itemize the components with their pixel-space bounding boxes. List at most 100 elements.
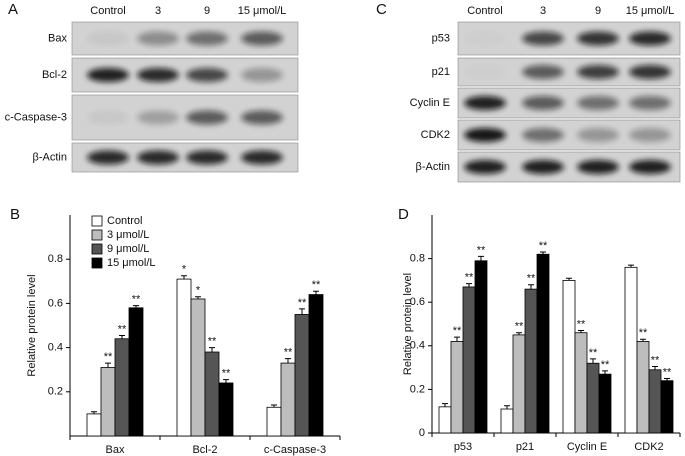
- error-bar: [119, 334, 125, 339]
- lane-label: 9: [204, 5, 210, 17]
- significance: **: [589, 347, 598, 359]
- band: [137, 110, 179, 125]
- bar: [598, 373, 612, 434]
- y-tick-label: 0.2: [48, 386, 63, 398]
- significance: **: [132, 294, 141, 306]
- bar: [280, 362, 296, 437]
- bar: [450, 341, 464, 434]
- band: [186, 31, 228, 46]
- band: [522, 128, 564, 142]
- significance: **: [298, 297, 307, 309]
- y-axis-label: Relative protein level: [402, 273, 414, 375]
- y-axis-label: Relative protein level: [26, 274, 38, 376]
- error-bar: [590, 358, 596, 364]
- lane-label: 3: [155, 5, 161, 17]
- bar: [636, 341, 650, 434]
- bar: [512, 334, 526, 434]
- error-bar: [442, 403, 448, 407]
- band: [87, 110, 129, 125]
- y-tick-label: 0.4: [410, 340, 425, 352]
- legend-label: 3 μmol/L: [107, 229, 149, 241]
- lane-label: Control: [90, 5, 125, 17]
- x-tick-label: p53: [454, 441, 472, 453]
- legend-swatch: [91, 243, 103, 255]
- bar: [438, 406, 452, 434]
- bar: [114, 338, 130, 437]
- error-bar: [478, 255, 484, 261]
- bar: [660, 380, 674, 434]
- significance: **: [104, 351, 113, 363]
- band: [629, 160, 671, 174]
- error-bar: [133, 305, 139, 308]
- band: [186, 150, 228, 165]
- significance: **: [601, 359, 610, 371]
- band: [577, 160, 619, 174]
- band: [137, 150, 179, 165]
- bar: [462, 286, 476, 434]
- error-bar: [640, 338, 646, 342]
- row-label: p53: [432, 32, 450, 44]
- significance: **: [453, 325, 462, 337]
- error-bar: [628, 264, 634, 268]
- bar: [190, 298, 206, 437]
- error-bar: [299, 308, 305, 315]
- x-tick-label: Bax: [106, 444, 125, 456]
- band: [577, 31, 619, 46]
- significance: **: [527, 273, 536, 285]
- bar: [204, 351, 220, 437]
- band: [464, 160, 506, 174]
- legend-label: Control: [107, 215, 142, 227]
- significance: **: [284, 347, 293, 359]
- significance: **: [577, 318, 586, 330]
- significance: **: [208, 336, 217, 348]
- error-bar: [271, 404, 277, 408]
- error-bar: [195, 296, 201, 299]
- lane-label: 3: [540, 5, 546, 17]
- bar: [500, 408, 514, 434]
- row-label: p21: [432, 66, 450, 78]
- band: [464, 32, 506, 46]
- legend-swatch: [91, 229, 103, 241]
- legend-swatch: [91, 215, 103, 227]
- error-bar: [602, 370, 608, 375]
- panel-label: C: [376, 1, 387, 18]
- bar: [218, 382, 234, 437]
- row-label: Bax: [48, 32, 67, 44]
- bar: [648, 369, 662, 434]
- error-bar: [313, 290, 319, 295]
- lane-label: 15 μmol/L: [238, 5, 287, 17]
- row-label: Bcl-2: [42, 69, 67, 81]
- y-tick-label: 0.6: [410, 296, 425, 308]
- x-tick-label: Bcl-2: [192, 444, 217, 456]
- bar: [86, 413, 102, 437]
- panel-label: B: [10, 206, 20, 223]
- band: [186, 110, 228, 125]
- bar: [562, 279, 576, 434]
- significance: **: [639, 327, 648, 339]
- band: [522, 96, 564, 110]
- y-tick-label: 0.8: [410, 253, 425, 265]
- significance: **: [515, 321, 524, 333]
- row-label: Cyclin E: [410, 97, 450, 109]
- error-bar: [454, 336, 460, 342]
- band: [186, 68, 228, 82]
- lane-label: 15 μmol/L: [626, 5, 675, 17]
- bar: [266, 406, 282, 437]
- band: [137, 68, 179, 82]
- significance: **: [222, 368, 231, 380]
- error-bar: [466, 283, 472, 287]
- significance: **: [477, 244, 486, 256]
- band: [241, 31, 283, 46]
- error-bar: [566, 277, 572, 281]
- bar: [524, 288, 538, 434]
- band: [522, 31, 564, 46]
- significance: *: [196, 285, 201, 297]
- bar: [176, 278, 192, 437]
- bar: [128, 307, 144, 437]
- bar: [586, 362, 600, 434]
- band: [241, 150, 283, 165]
- error-bar: [540, 251, 546, 255]
- lane-label: 9: [595, 5, 601, 17]
- bar: [294, 314, 310, 437]
- band: [87, 68, 129, 82]
